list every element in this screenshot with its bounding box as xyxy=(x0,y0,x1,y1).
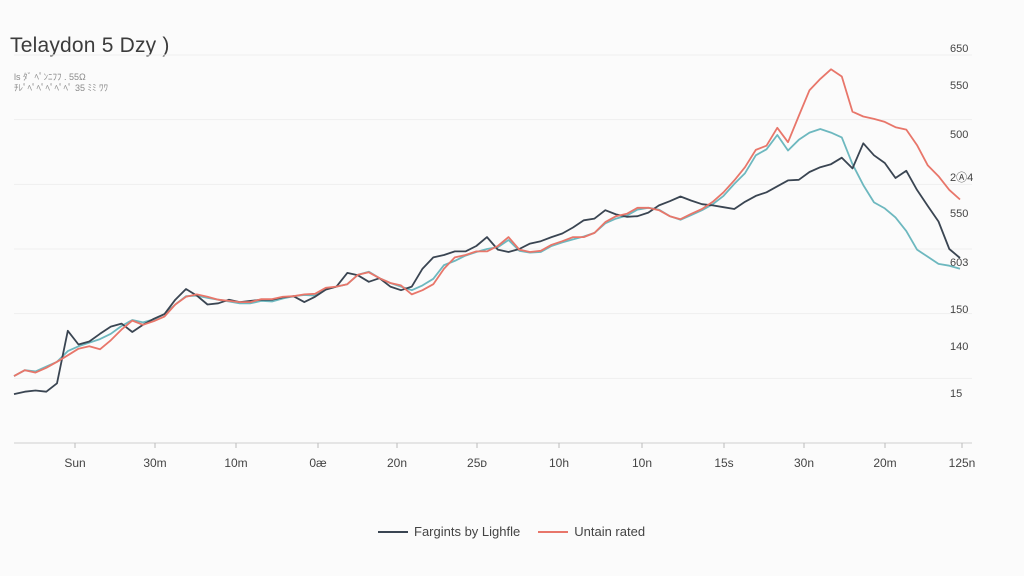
y-tick-label: 500 xyxy=(950,129,968,141)
legend-swatch xyxy=(378,530,408,533)
y-tick-label: 15 xyxy=(950,388,962,400)
x-tick-label: 10n xyxy=(632,456,652,470)
subtitle-line: ls ﾀﾞ ﾍﾟﾝﾆﾌﾌ . 55Ω xyxy=(14,72,86,82)
series-line xyxy=(13,68,961,377)
y-tick-label: 150 xyxy=(950,304,968,316)
x-tick-label: 20m xyxy=(873,456,896,470)
y-tick-label: 550 xyxy=(950,208,968,220)
x-tick-label: 0æ xyxy=(309,456,327,470)
legend-swatch xyxy=(538,530,569,533)
legend-label: Fargints by Lighfle xyxy=(414,524,521,539)
y-tick-label: 2Ⓐ4 xyxy=(950,171,973,184)
y-tick-label: 550 xyxy=(950,80,968,92)
y-tick-label: 650 xyxy=(950,43,968,55)
subtitle-line: ﾁﾚﾟﾍﾟﾍﾟﾍﾟﾍﾟﾍﾟ 35 ﾐﾐ ﾜﾜ xyxy=(14,83,109,93)
series-lines xyxy=(13,68,961,395)
x-tick-label: 30m xyxy=(143,456,166,470)
y-tick-label: 603 xyxy=(950,257,968,269)
legend-item: Untain rated xyxy=(538,524,645,539)
chart-subtitle: ls ﾀﾞ ﾍﾟﾝﾆﾌﾌ . 55Ω ﾁﾚﾟﾍﾟﾍﾟﾍﾟﾍﾟﾍﾟ 35 ﾐﾐ ﾜ… xyxy=(14,72,108,94)
series-line xyxy=(13,142,961,395)
x-tick-label: 20n xyxy=(387,456,407,470)
x-tick-label: 10m xyxy=(224,456,247,470)
y-tick-label: 140 xyxy=(950,341,968,353)
legend-label: Untain rated xyxy=(574,524,646,539)
legend-item: Fargints by Lighfle xyxy=(378,524,520,539)
x-tick-label: 15s xyxy=(714,456,733,470)
x-ticks: Sun 30m 10m 0æ 20n 25ᴅ 10h 10n 15s 30n 20m 125n xyxy=(64,443,975,470)
x-tick-label: 25ᴅ xyxy=(467,456,487,470)
legend: Fargints by Lighfle Untain rated xyxy=(378,524,645,539)
y-ticks: 650 550 500 2Ⓐ4 550 603 150 140 15 xyxy=(950,43,973,400)
x-tick-label: Sun xyxy=(64,456,85,470)
x-tick-label: 30n xyxy=(794,456,814,470)
series-line xyxy=(13,128,961,377)
x-tick-label: 10h xyxy=(549,456,569,470)
x-tick-label: 125n xyxy=(949,456,976,470)
chart-title: Telaydon 5 Dzy ) xyxy=(10,34,170,57)
